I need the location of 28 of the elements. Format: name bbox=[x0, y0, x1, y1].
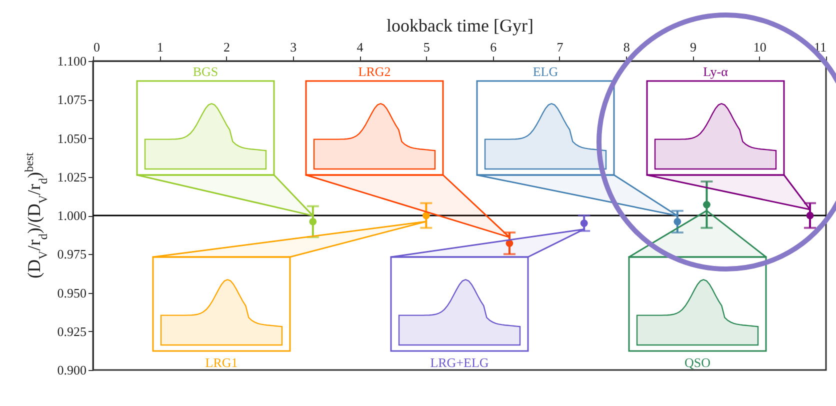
text: LRG1 bbox=[205, 355, 238, 370]
x-tick-label: 7 bbox=[556, 40, 564, 54]
x-tick-label: 8 bbox=[623, 40, 630, 54]
x-tick-label: 4 bbox=[356, 40, 364, 54]
x-tick-label: 3 bbox=[290, 40, 297, 54]
y-tick-label: 1.050 bbox=[57, 130, 86, 146]
text: QSO bbox=[684, 355, 711, 370]
x-tick-label: 6 bbox=[490, 40, 498, 54]
y-tick-label: 1.100 bbox=[57, 54, 86, 68]
x-axis-title: lookback time [Gyr] bbox=[386, 16, 534, 36]
text: BGS bbox=[192, 64, 218, 79]
x-tick-label: 0 bbox=[94, 40, 100, 54]
y-tick-label: 0.925 bbox=[57, 324, 86, 339]
text: Ly-α bbox=[703, 64, 728, 79]
y-tick-label: 0.950 bbox=[57, 285, 86, 300]
text: ELG bbox=[532, 64, 558, 79]
y-tick-label: 1.025 bbox=[57, 169, 86, 184]
x-tick-label: 5 bbox=[423, 40, 430, 54]
y-tick-label: 1.075 bbox=[57, 92, 86, 108]
x-tick-label: 1 bbox=[156, 40, 164, 54]
y-tick-label: 0.900 bbox=[57, 362, 86, 378]
x-tick-label: 9 bbox=[690, 40, 696, 54]
x-tick-label: 2 bbox=[224, 40, 230, 54]
y-tick-label: 1.000 bbox=[57, 208, 86, 223]
y-tick-label: 0.975 bbox=[57, 246, 86, 262]
x-tick-label: 10 bbox=[753, 40, 766, 54]
text: LRG+ELG bbox=[430, 355, 489, 370]
text: LRG2 bbox=[358, 64, 391, 79]
